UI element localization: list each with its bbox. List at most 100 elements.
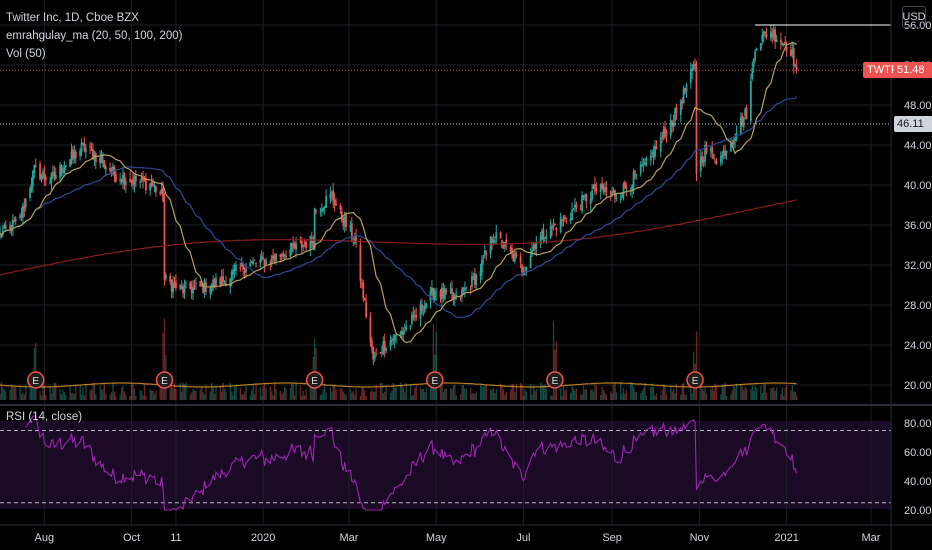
candle (142, 170, 144, 189)
volume-bar (600, 394, 602, 400)
volume-bar (780, 394, 782, 400)
rsi-axis[interactable]: 80.00 60.00 40.00 20.00 (904, 418, 932, 517)
candle (410, 311, 413, 326)
rsi-indicator-legend[interactable]: RSI (14, close) (6, 411, 83, 423)
volume-bar (551, 395, 553, 400)
candle (429, 286, 432, 309)
volume-bar (0, 393, 1, 400)
candle (403, 323, 406, 335)
candle (335, 197, 337, 206)
candle (532, 241, 535, 252)
volume-bar (145, 395, 147, 400)
candle (533, 242, 536, 256)
candle (49, 177, 51, 185)
volume-bar (765, 393, 768, 400)
candle (521, 263, 523, 277)
candle (282, 250, 285, 260)
volume-bar (534, 391, 536, 400)
volume-bar (730, 394, 732, 400)
price-tick-label: 28.00 (904, 300, 932, 312)
volume-bar (414, 388, 416, 400)
time-tick-label: Nov (690, 532, 710, 544)
volume-bar (419, 387, 422, 400)
time-axis[interactable]: Aug Oct 11 2020 Mar May Jul Sep Nov 2021 Mar (35, 532, 881, 544)
earnings-marker: E (155, 371, 174, 389)
candle (229, 278, 232, 295)
candle (674, 107, 676, 127)
ma-indicator-legend[interactable]: emrahgulay_ma (20, 50, 100, 200) (6, 30, 183, 42)
candle (711, 141, 714, 159)
volume-bar (663, 384, 665, 400)
candle (764, 31, 767, 38)
volume-bar (705, 393, 708, 400)
volume-bar (362, 387, 364, 400)
candle (745, 104, 748, 120)
volume-bar (720, 394, 722, 400)
volume-bar (425, 388, 427, 400)
volume-bar (281, 394, 283, 400)
volume-bar (143, 383, 146, 400)
candle (604, 181, 606, 196)
candle (79, 148, 81, 161)
volume-bar (521, 384, 523, 400)
volume-bar (302, 390, 304, 400)
candle (332, 182, 335, 209)
candle (511, 243, 513, 259)
volume-bar (221, 392, 223, 400)
volume-bar (102, 389, 104, 400)
volume-bar (120, 387, 123, 400)
volume-bar (673, 388, 675, 400)
candle (405, 320, 408, 332)
candle (212, 275, 214, 292)
candle (393, 334, 396, 349)
volume-bar (233, 386, 236, 400)
candle (549, 219, 552, 240)
candle (59, 162, 61, 181)
candle (473, 267, 476, 289)
symbol-legend[interactable]: Twitter Inc, 1D, Cboe BZX (6, 12, 139, 24)
volume-bar (731, 389, 733, 400)
volume-bar (205, 384, 207, 400)
volume-bar (492, 387, 495, 400)
currency-button[interactable]: USD (902, 6, 926, 28)
candle (671, 119, 674, 133)
volume-indicator-legend[interactable]: Vol (50) (6, 48, 46, 60)
volume-bar (231, 391, 233, 400)
volume-bar (182, 382, 184, 400)
volume-bar (793, 391, 795, 400)
volume-bar (301, 395, 303, 400)
candle (249, 259, 252, 267)
volume-bar (335, 389, 337, 400)
volume-bar (770, 388, 772, 400)
volume-bar (365, 395, 367, 400)
candle (591, 183, 593, 202)
volume-bar (319, 394, 322, 400)
candle (543, 236, 546, 242)
volume-bar (675, 383, 678, 400)
volume-bar (595, 385, 598, 400)
time-tick-label: Jul (516, 532, 530, 544)
candle (183, 279, 186, 299)
candle (89, 141, 92, 154)
candle (302, 244, 305, 252)
candle (759, 42, 762, 51)
volume-bar (631, 383, 633, 400)
candle (601, 177, 604, 190)
volume-bar (371, 389, 373, 400)
candle (123, 171, 126, 190)
volume-bar (181, 391, 183, 400)
candle (19, 212, 21, 221)
volume-bar (255, 383, 257, 400)
candle (719, 151, 722, 167)
candle (704, 140, 706, 167)
volume-bar (269, 386, 272, 400)
candle (23, 198, 26, 218)
candle (260, 250, 263, 262)
volume-bar (601, 386, 603, 400)
candle (435, 287, 438, 301)
volume-bar (314, 338, 316, 400)
candle (30, 177, 33, 193)
volume-bar (109, 394, 111, 400)
